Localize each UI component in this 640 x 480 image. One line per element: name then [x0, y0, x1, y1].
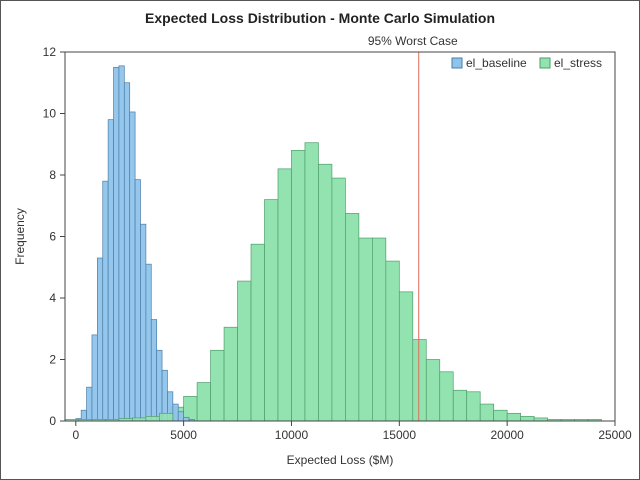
stress-bar-11: [318, 163, 333, 422]
stress-bar-8: [277, 168, 292, 422]
baseline-bar-18: [172, 403, 179, 422]
baseline-bar-19: [177, 411, 184, 422]
stress-bar-5: [237, 280, 252, 422]
baseline-bar-4: [97, 257, 104, 422]
stress-bar-17: [398, 291, 414, 422]
stress-bar-15: [372, 237, 387, 422]
x-tick-label-3: 15000: [383, 428, 417, 442]
x-tick-label-2: 10000: [275, 428, 309, 442]
stress-bar-7: [264, 199, 279, 422]
x-tick-label-5: 25000: [598, 428, 632, 442]
y-tick-label-4: 8: [49, 168, 56, 182]
baseline-bar-9: [123, 82, 131, 422]
baseline-bar-3: [91, 334, 98, 422]
reference-line-label: 95% Worst Case: [368, 34, 458, 48]
baseline-bar-5: [102, 180, 109, 422]
stress-bar-20: [439, 371, 454, 422]
stress-bar-4: [223, 326, 238, 422]
stress-bar-3: [210, 349, 225, 422]
stress-bar-23: [479, 403, 495, 422]
baseline-bar-10: [129, 111, 136, 422]
x-axis-label: Expected Loss ($M): [287, 453, 394, 467]
stress-tail-bar-6: [145, 416, 160, 422]
stress-bar-26: [520, 416, 535, 422]
stress-bar-14: [358, 237, 373, 422]
x-tick-label-0: 0: [72, 428, 79, 442]
baseline-bar-8: [118, 65, 125, 422]
stress-bar-13: [345, 213, 360, 422]
y-tick-label-0: 0: [49, 414, 56, 428]
baseline-bar-20: [183, 416, 190, 422]
baseline-bar-6: [107, 119, 114, 422]
stress-bar-2: [196, 382, 211, 422]
reference-line-group: 95% Worst Case: [368, 34, 458, 421]
baseline-bars: [64, 65, 195, 422]
baseline-bar-7: [113, 67, 120, 422]
baseline-bar-15: [156, 349, 163, 422]
baseline-bar-11: [134, 179, 141, 422]
y-tick-label-6: 12: [43, 45, 57, 59]
y-tick-label-1: 2: [49, 353, 56, 367]
baseline-bar-2: [86, 386, 93, 422]
stress-bar-12: [331, 177, 346, 422]
stress-bars: [169, 142, 602, 422]
baseline-bar-13: [145, 263, 152, 422]
legend-swatch-stress: [539, 57, 551, 69]
legend-swatch-baseline: [451, 57, 463, 69]
baseline-bar-12: [140, 223, 147, 422]
stress-bar-19: [425, 359, 441, 422]
x-axis-ticks: 0 5000 10000 15000 20000 25000: [72, 421, 632, 442]
stress-bar-10: [304, 142, 319, 422]
stress-bar-6: [250, 243, 265, 422]
legend-label-baseline: el_baseline: [466, 56, 527, 70]
y-axis-ticks: 0 2 4 6 8 10 12: [43, 45, 65, 428]
legend-label-stress: el_stress: [554, 56, 602, 70]
stress-bar-9: [291, 150, 306, 422]
x-tick-label-4: 20000: [490, 428, 524, 442]
baseline-bar-14: [150, 319, 158, 422]
chart-title: Expected Loss Distribution - Monte Carlo…: [144, 10, 496, 26]
x-tick-label-1: 5000: [170, 428, 197, 442]
stress-bar-24: [493, 409, 508, 422]
stress-bar-25: [506, 412, 521, 422]
y-tick-label-2: 4: [49, 291, 56, 305]
legend: el_baseline el_stress: [451, 56, 602, 70]
y-tick-label-5: 10: [43, 107, 57, 121]
y-axis-label: Frequency: [13, 208, 27, 265]
stress-bar-22: [466, 391, 481, 422]
stress-bar-18: [412, 339, 427, 422]
y-tick-label-3: 6: [49, 230, 56, 244]
stress-bar-16: [385, 260, 400, 422]
stress-bar-21: [452, 389, 468, 422]
stress-tail-bar-7: [159, 412, 174, 422]
